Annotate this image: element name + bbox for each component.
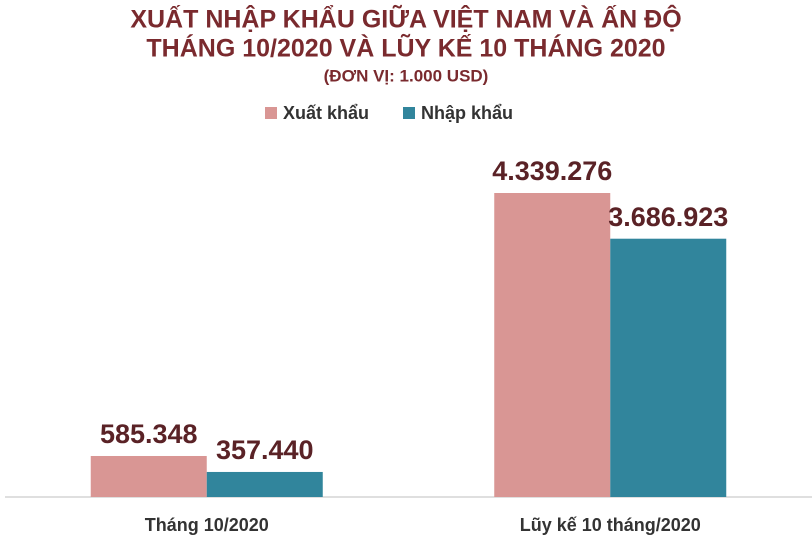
chart-unit: (ĐƠN VỊ: 1.000 USD) [324,66,489,85]
value-label: 3.686.923 [608,202,728,232]
value-label: 357.440 [216,435,314,465]
x-tick-label: Tháng 10/2020 [145,515,269,535]
value-label: 4.339.276 [492,156,612,186]
chart-title: XUẤT NHẬP KHẨU GIỮA VIỆT NAM VÀ ẤN ĐỘ [130,4,681,34]
bar [90,455,207,497]
chart-subtitle: THÁNG 10/2020 VÀ LŨY KẾ 10 THÁNG 2020 [146,33,665,63]
legend-label: Nhập khẩu [421,103,513,123]
bar [494,193,611,497]
bar [610,238,727,497]
value-label: 585.348 [100,419,198,449]
legend-label: Xuất khẩu [283,103,369,123]
x-tick-label: Lũy kế 10 tháng/2020 [520,515,701,535]
legend-swatch [265,107,277,119]
legend-swatch [403,107,415,119]
bar [206,471,323,497]
